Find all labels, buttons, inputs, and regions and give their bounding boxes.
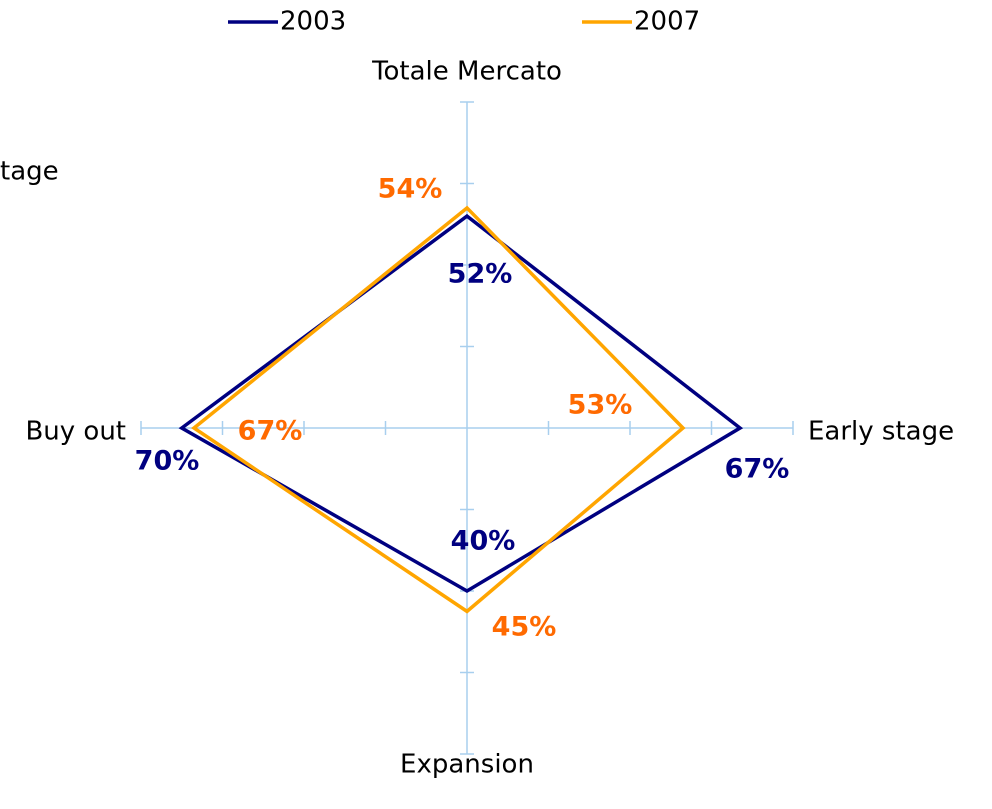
- axis-label: Totale Mercato: [371, 57, 562, 87]
- data-label: 45%: [492, 612, 557, 643]
- data-label: 52%: [448, 259, 513, 290]
- legend-text: 2003: [280, 7, 346, 37]
- data-label: 67%: [725, 454, 790, 485]
- annotation: tage: [0, 157, 59, 187]
- series-line: [191, 205, 686, 614]
- axis-label: Early stage: [808, 417, 954, 447]
- axis-label: Buy out: [25, 417, 126, 447]
- series-line: [178, 213, 744, 594]
- data-label: 70%: [135, 446, 200, 477]
- data-label: 53%: [568, 390, 633, 421]
- data-label: 67%: [238, 416, 303, 447]
- data-label: 54%: [378, 174, 443, 205]
- data-label: 40%: [451, 526, 516, 557]
- legend-text: 2007: [634, 7, 700, 37]
- axis-label: Expansion: [400, 750, 534, 780]
